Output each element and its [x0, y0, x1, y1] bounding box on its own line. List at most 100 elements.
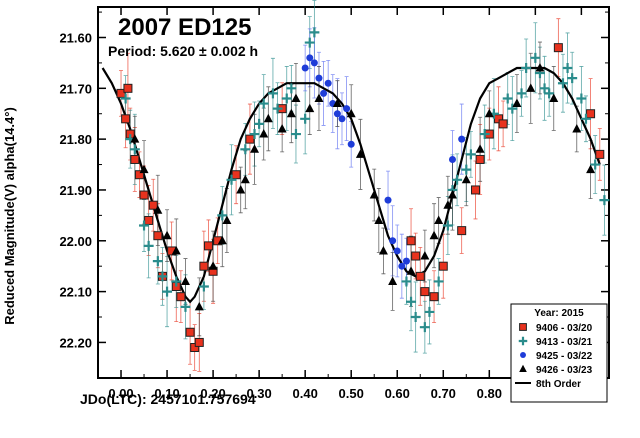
data-point [424, 306, 435, 317]
data-point [301, 64, 309, 72]
data-point [258, 98, 269, 109]
jdo-annotation: JDo(LTC): 2457101.757694 [80, 391, 256, 407]
legend-entry: 9406 - 03/20 [536, 323, 593, 334]
data-point [277, 123, 287, 133]
data-point [203, 241, 213, 251]
data-point [180, 301, 191, 312]
data-point [290, 129, 301, 140]
data-point [458, 135, 466, 143]
data-point [199, 261, 209, 271]
data-point [429, 230, 439, 240]
legend-swatch [520, 352, 526, 358]
data-point [281, 93, 292, 104]
x-tick-label: 0.30 [246, 386, 271, 401]
data-point [176, 292, 186, 302]
data-point [433, 276, 444, 287]
data-point [398, 262, 406, 270]
data-point [250, 144, 260, 153]
data-point [314, 93, 324, 102]
data-point [291, 93, 301, 102]
y-tick-label: 22.00 [59, 234, 92, 249]
data-point [249, 129, 260, 140]
data-point [306, 54, 314, 62]
data-point [406, 296, 417, 307]
data-point [324, 79, 332, 87]
data-point [332, 98, 342, 108]
data-point [507, 103, 518, 114]
data-point [595, 149, 605, 159]
data-point [470, 185, 480, 195]
data-point [123, 83, 133, 93]
legend-entry: 9426 - 03/23 [536, 365, 593, 376]
data-point [457, 226, 467, 236]
data-point [410, 312, 421, 323]
y-tick-label: 22.20 [59, 335, 92, 350]
data-point [300, 113, 311, 124]
y-tick-label: 21.90 [59, 183, 92, 198]
data-point [502, 93, 513, 104]
data-point [419, 322, 430, 333]
data-point [259, 129, 269, 138]
data-point [180, 276, 190, 285]
data-point [374, 215, 384, 224]
data-point [438, 261, 448, 271]
data-point [333, 110, 341, 118]
data-point [240, 174, 250, 184]
data-point [448, 155, 456, 163]
data-point [245, 134, 255, 144]
data-point [254, 118, 265, 129]
data-point [549, 93, 559, 102]
x-tick-label: 0.50 [339, 386, 364, 401]
legend-title: Year: 2015 [534, 308, 584, 319]
data-point [415, 271, 425, 281]
data-point [217, 235, 227, 245]
data-point [420, 287, 430, 297]
data-point [134, 170, 144, 180]
data-point [580, 113, 591, 124]
data-point [562, 62, 573, 73]
data-point [369, 190, 379, 199]
data-point [434, 215, 444, 224]
data-point [130, 154, 140, 164]
legend-entry: 8th Order [536, 379, 581, 390]
data-point [498, 119, 508, 129]
data-point [420, 251, 430, 260]
data-point [572, 123, 582, 133]
data-point [442, 220, 453, 231]
data-point [309, 27, 320, 38]
data-point [343, 105, 351, 113]
legend-swatch [518, 336, 528, 346]
data-point [429, 292, 439, 302]
data-point [226, 174, 237, 185]
x-tick-label: 0.10 [154, 386, 179, 401]
data-points [116, 27, 610, 353]
data-point [384, 196, 392, 204]
legend-swatch [519, 323, 527, 331]
data-point [521, 62, 532, 73]
data-point [443, 200, 453, 209]
data-point [512, 98, 522, 108]
data-point [567, 73, 578, 84]
data-point [144, 215, 154, 225]
y-axis: 21.60 21.70 21.80 21.90 22.00 22.10 22.20 [59, 11, 609, 350]
data-point [263, 113, 273, 123]
legend-entry: 9425 - 03/22 [536, 351, 593, 362]
data-point [484, 108, 494, 118]
data-point [130, 134, 140, 143]
data-point [479, 129, 490, 140]
data-point [338, 115, 346, 123]
data-point [139, 190, 149, 200]
data-point [452, 174, 463, 185]
y-tick-label: 21.80 [59, 132, 92, 147]
legend-swatch [519, 364, 527, 372]
data-point [198, 281, 209, 292]
data-point [129, 144, 140, 155]
data-point [461, 164, 472, 175]
data-point [171, 245, 181, 255]
data-point [586, 164, 596, 174]
data-point [393, 247, 401, 255]
data-point [153, 205, 163, 214]
data-point [347, 140, 355, 148]
x-tick-label: 0.70 [431, 386, 456, 401]
